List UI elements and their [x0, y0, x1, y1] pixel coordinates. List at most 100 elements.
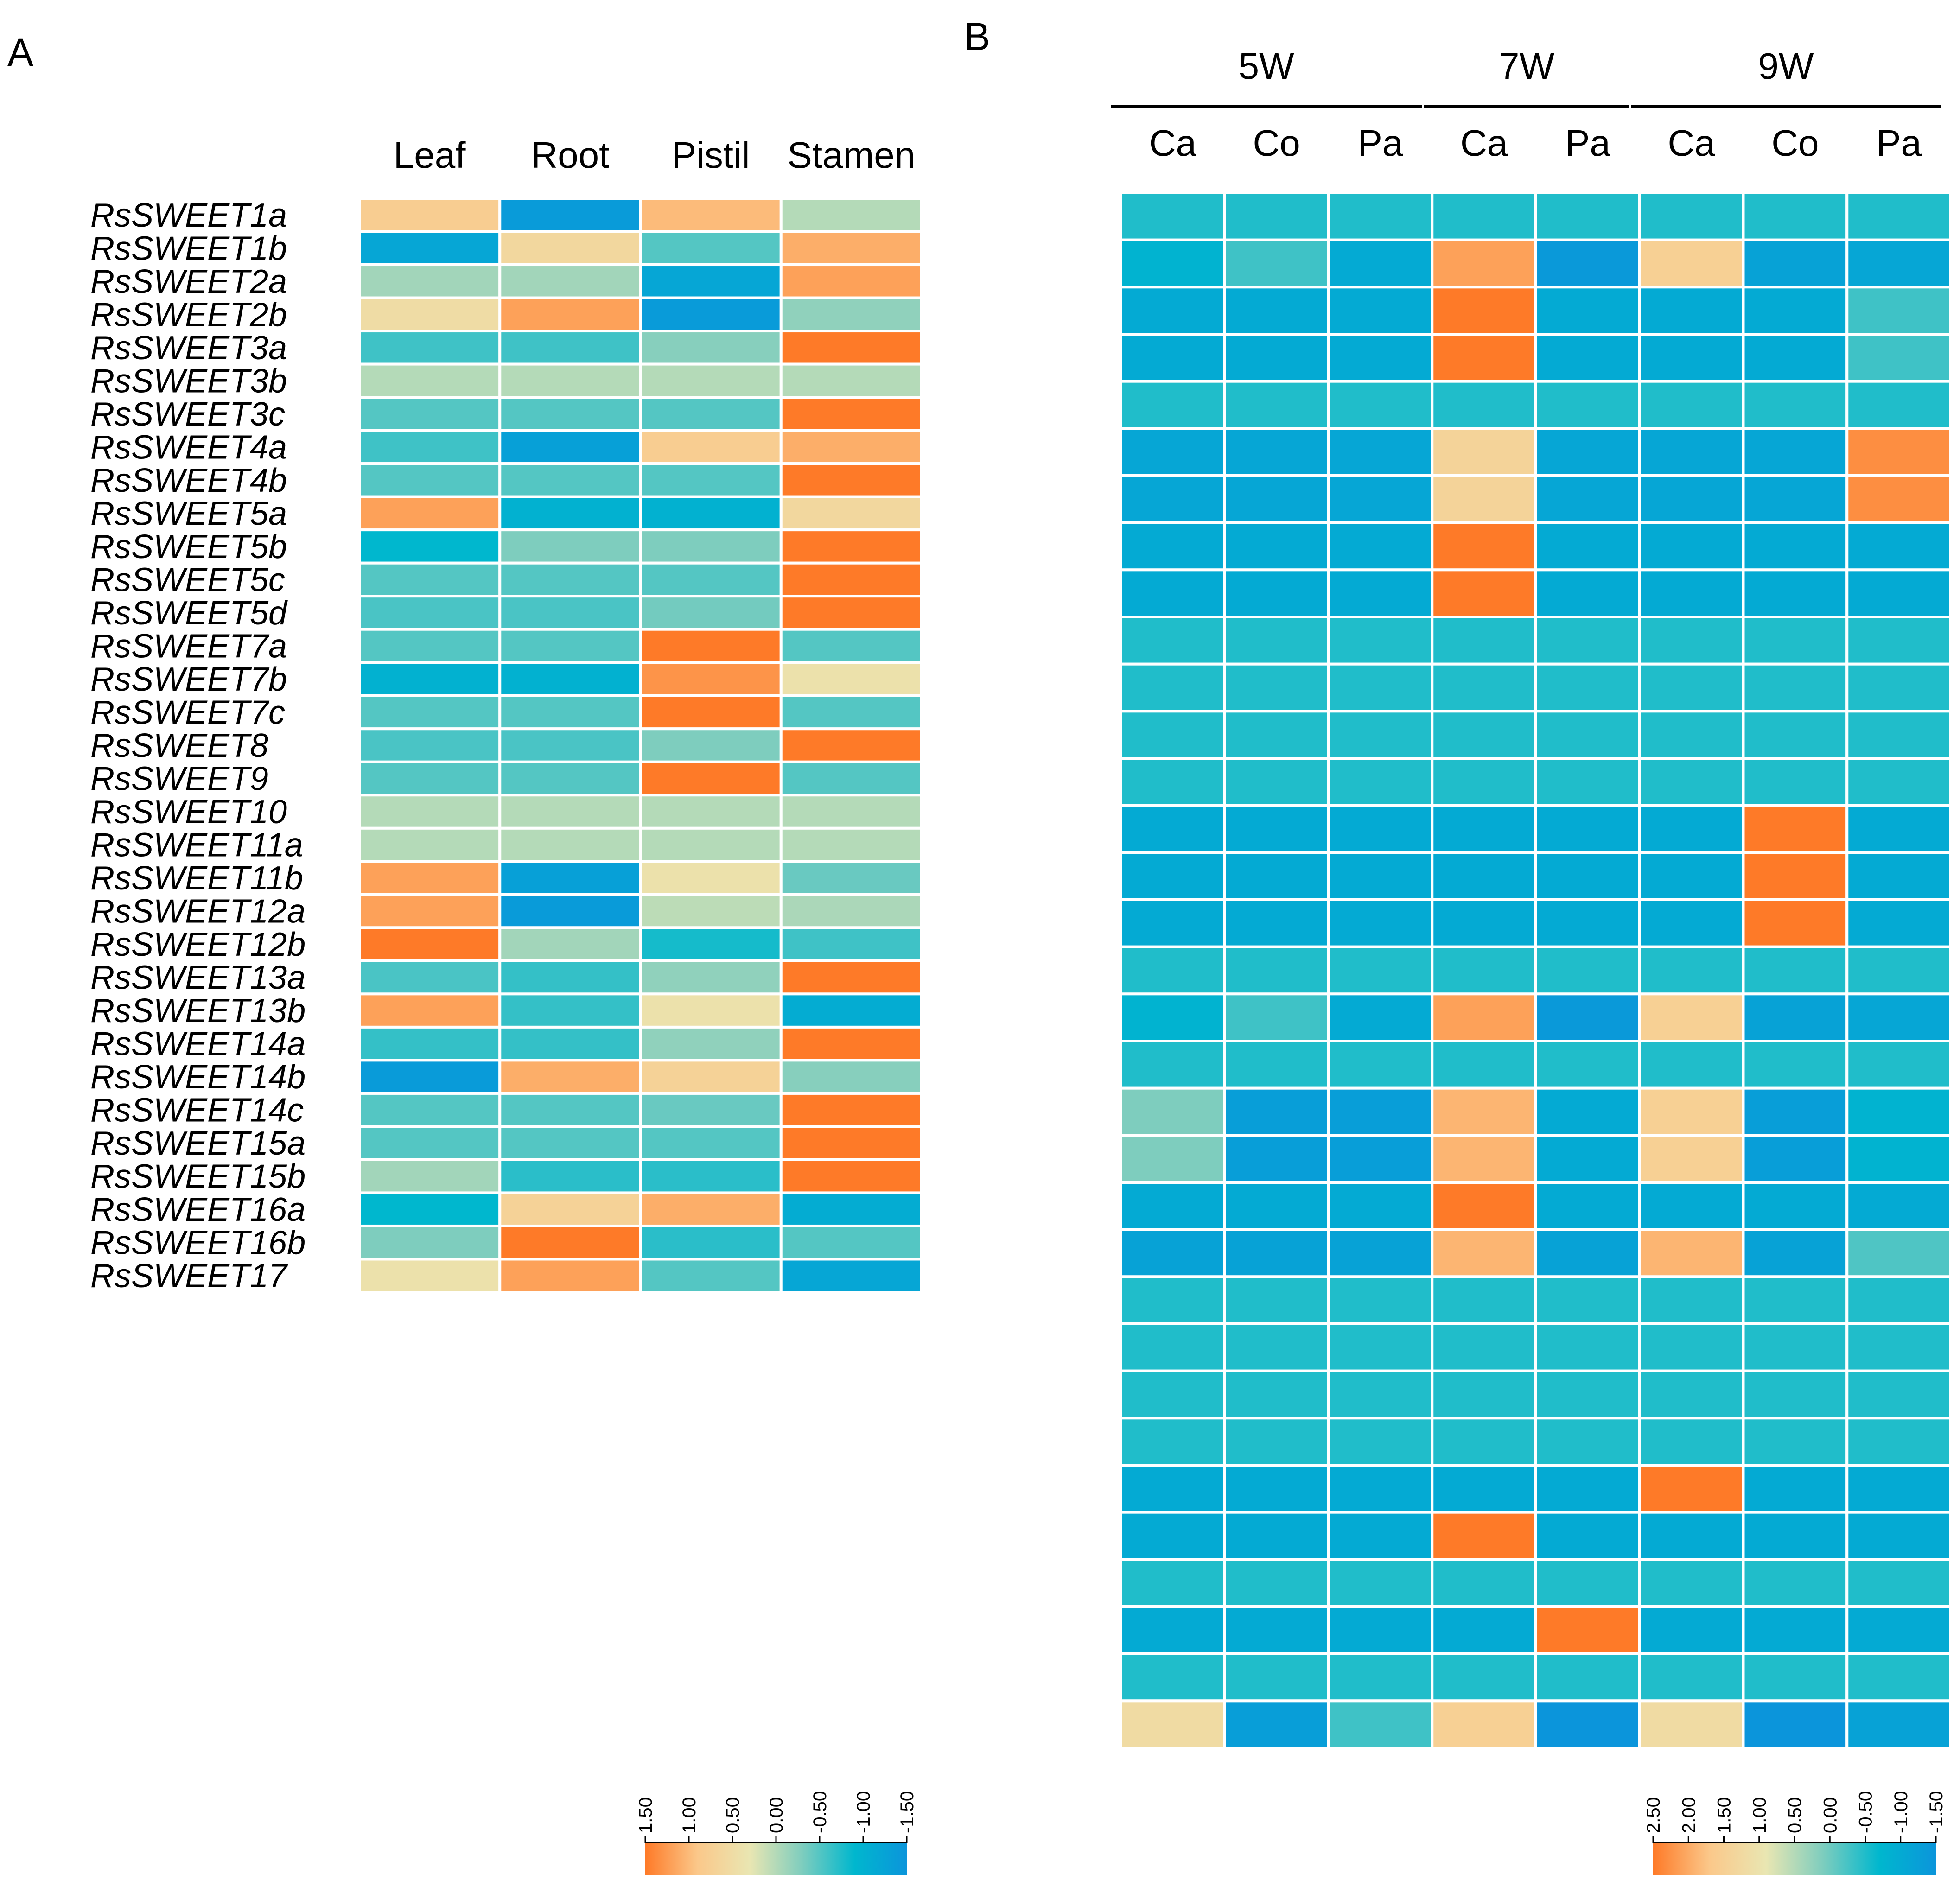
heatmap-b-cell-r23-c4	[1431, 1228, 1537, 1278]
heatmap-a-cell-r20-c3	[639, 826, 783, 863]
heatmap-a-cell-r16-c2	[498, 694, 642, 731]
heatmap-a-cell-r31-c4	[779, 1191, 923, 1227]
heatmap-b-cell-r26-c8	[1845, 1369, 1952, 1420]
heatmap-b-cell-r7-c6	[1638, 474, 1745, 524]
heatmap-b-cell-r24-c7	[1742, 1275, 1849, 1326]
heatmap-b-cell-r23-c7	[1742, 1228, 1849, 1278]
heatmap-b-cell-r20-c2	[1223, 1086, 1330, 1137]
heatmap-b-cell-r12-c3	[1327, 710, 1434, 760]
heatmap-b-column-label: Ca	[1149, 122, 1197, 164]
heatmap-b-cell-r20-c6	[1638, 1086, 1745, 1137]
heatmap-b-cell-r30-c1	[1120, 1558, 1226, 1608]
heatmap-a-cell-r30-c4	[779, 1158, 923, 1194]
heatmap-b-cell-r2-c6	[1638, 238, 1745, 289]
heatmap-a-cell-r30-c2	[498, 1158, 642, 1194]
heatmap-b-cell-r29-c5	[1534, 1511, 1641, 1561]
heatmap-a-cell-r23-c3	[639, 926, 783, 962]
heatmap-b-cell-r28-c2	[1223, 1464, 1330, 1514]
heatmap-b-cell-r14-c3	[1327, 804, 1434, 854]
heatmap-b-cell-r26-c3	[1327, 1369, 1434, 1420]
heatmap-a-cell-r15-c4	[779, 661, 923, 697]
heatmap-b-cell-r10-c6	[1638, 616, 1745, 666]
heatmap-a-cell-r25-c4	[779, 992, 923, 1029]
heatmap-b-cell-r21-c1	[1120, 1134, 1226, 1184]
heatmap-b-cell-r25-c3	[1327, 1322, 1434, 1372]
heatmap-b-cell-r22-c7	[1742, 1181, 1849, 1231]
heatmap-b-cell-r7-c5	[1534, 474, 1641, 524]
heatmap-b-cell-r24-c8	[1845, 1275, 1952, 1326]
heatmap-a-row-label: RsSWEET4a	[90, 429, 287, 466]
heatmap-b-cell-r27-c2	[1223, 1417, 1330, 1467]
heatmap-b-cell-r11-c4	[1431, 662, 1537, 713]
heatmap-b-cell-r8-c3	[1327, 521, 1434, 572]
heatmap-b-cell-r14-c2	[1223, 804, 1330, 854]
heatmap-b-cell-r22-c6	[1638, 1181, 1745, 1231]
heatmap-b-cell-r7-c2	[1223, 474, 1330, 524]
heatmap-a-cell-r15-c1	[358, 661, 502, 697]
heatmap-b-cell-r21-c6	[1638, 1134, 1745, 1184]
heatmap-a-cell-r31-c1	[358, 1191, 502, 1227]
heatmap-b-cell-r14-c1	[1120, 804, 1226, 854]
heatmap-b-cell-r16-c8	[1845, 898, 1952, 948]
heatmap-b-cell-r6-c8	[1845, 427, 1952, 477]
heatmap-b-cell-r6-c4	[1431, 427, 1537, 477]
heatmap-a-cell-r25-c2	[498, 992, 642, 1029]
heatmap-b-cell-r28-c8	[1845, 1464, 1952, 1514]
heatmap-a-row-label: RsSWEET13b	[90, 992, 305, 1029]
heatmap-a-cell-r11-c4	[779, 528, 923, 565]
heatmap-b-cell-r32-c5	[1534, 1652, 1641, 1703]
heatmap-b-column-label: Co	[1253, 122, 1300, 164]
heatmap-b-cell-r18-c6	[1638, 992, 1745, 1043]
heatmap-b-cell-r22-c3	[1327, 1181, 1434, 1231]
heatmap-a-cell-r7-c1	[358, 396, 502, 432]
heatmap-a-cell-r9-c1	[358, 462, 502, 498]
heatmap-a-cell-r16-c4	[779, 694, 923, 731]
heatmap-a-cell-r25-c1	[358, 992, 502, 1029]
heatmap-b-group-label: 5W	[1239, 45, 1294, 87]
heatmap-a-cell-r22-c4	[779, 893, 923, 929]
heatmap-a-row-label: RsSWEET5b	[90, 528, 287, 565]
heatmap-a-cell-r21-c4	[779, 860, 923, 896]
heatmap-a-cell-r2-c2	[498, 230, 642, 267]
heatmap-b-cell-r25-c1	[1120, 1322, 1226, 1372]
heatmap-b-cell-r16-c3	[1327, 898, 1434, 948]
heatmap-a-cell-r29-c3	[639, 1125, 783, 1161]
heatmap-b-cell-r29-c8	[1845, 1511, 1952, 1561]
heatmap-a-cell-r26-c4	[779, 1025, 923, 1062]
heatmap-b-cell-r27-c8	[1845, 1417, 1952, 1467]
heatmap-b-cell-r10-c7	[1742, 616, 1849, 666]
heatmap-a-cell-r6-c3	[639, 362, 783, 399]
heatmap-a-cell-r13-c3	[639, 595, 783, 631]
heatmap-b-cell-r4-c3	[1327, 333, 1434, 383]
heatmap-b-cell-r12-c4	[1431, 710, 1537, 760]
heatmap-a-cell-r25-c3	[639, 992, 783, 1029]
heatmap-b-cell-r4-c1	[1120, 333, 1226, 383]
heatmap-b-cell-r24-c2	[1223, 1275, 1330, 1326]
heatmap-b-cell-r32-c1	[1120, 1652, 1226, 1703]
heatmap-a-row-label: RsSWEET2b	[90, 296, 287, 333]
heatmap-a-cell-r8-c2	[498, 429, 642, 465]
heatmap-b-cell-r14-c6	[1638, 804, 1745, 854]
heatmap-a-cell-r7-c3	[639, 396, 783, 432]
heatmap-a-cell-r24-c1	[358, 959, 502, 996]
heatmap-b-cell-r14-c5	[1534, 804, 1641, 854]
heatmap-a-colorbar-tick-label: -0.50	[810, 1791, 830, 1833]
heatmap-b-cell-r7-c4	[1431, 474, 1537, 524]
heatmap-a-cell-r4-c4	[779, 296, 923, 333]
heatmap-a-cell-r1-c4	[779, 197, 923, 233]
heatmap-a-cell-r6-c4	[779, 362, 923, 399]
heatmap-b-cell-r25-c4	[1431, 1322, 1537, 1372]
heatmap-a-cell-r8-c3	[639, 429, 783, 465]
heatmap-a-cell-r21-c2	[498, 860, 642, 896]
heatmap-b-cell-r13-c2	[1223, 757, 1330, 807]
heatmap-b-cell-r9-c7	[1742, 568, 1849, 618]
heatmap-b-cell-r30-c7	[1742, 1558, 1849, 1608]
heatmap-a-cell-r12-c1	[358, 561, 502, 598]
heatmap-a-cell-r6-c2	[498, 362, 642, 399]
heatmap-b-cell-r21-c8	[1845, 1134, 1952, 1184]
heatmap-a-row-label: RsSWEET5a	[90, 495, 287, 532]
heatmap-a-cell-r18-c2	[498, 760, 642, 797]
heatmap-b-cell-r5-c6	[1638, 380, 1745, 430]
heatmap-b-cell-r24-c5	[1534, 1275, 1641, 1326]
heatmap-a-cell-r17-c3	[639, 727, 783, 763]
